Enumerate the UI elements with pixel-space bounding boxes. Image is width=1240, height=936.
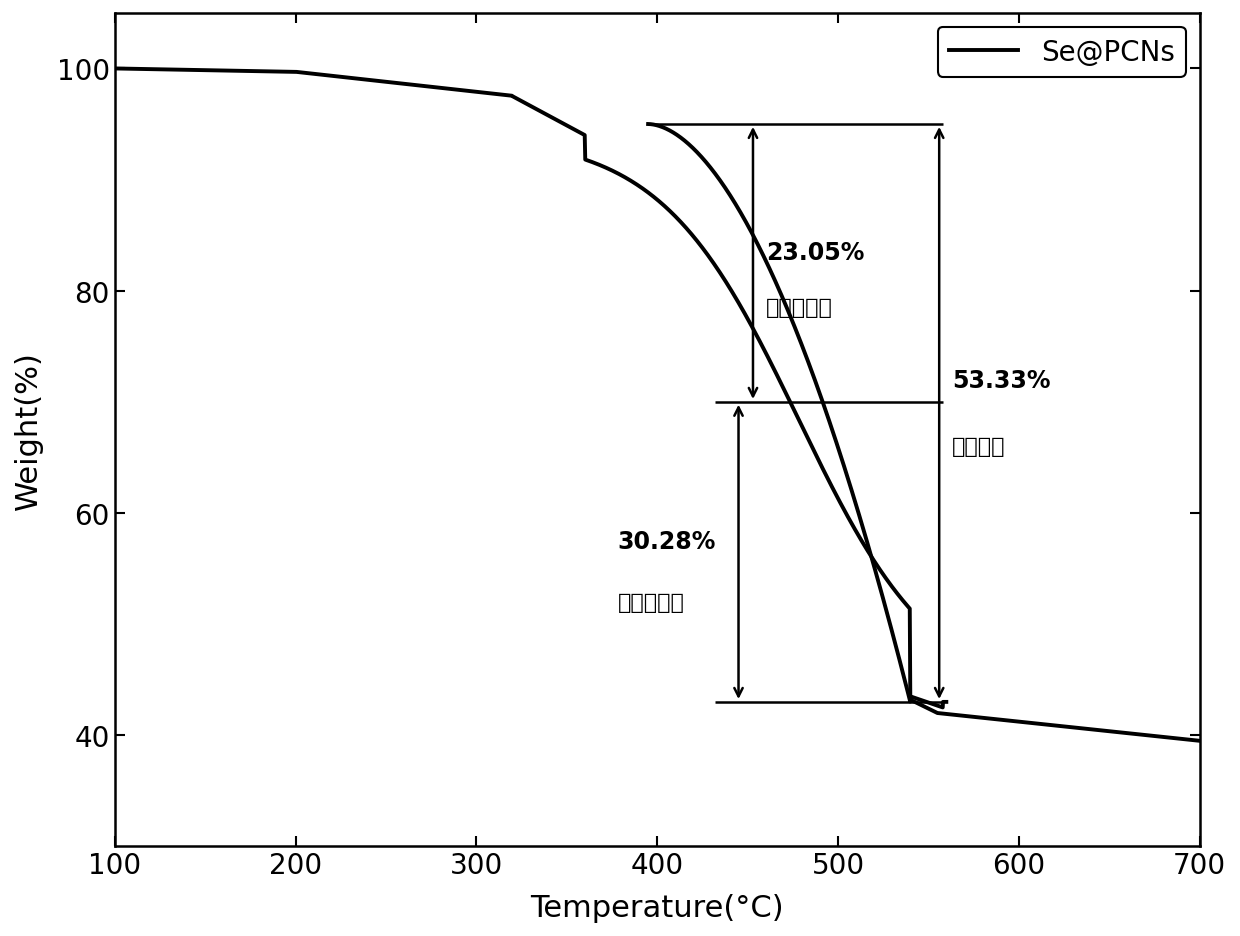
Text: 30.28%: 30.28% [618,529,715,553]
X-axis label: Temperature(°C): Temperature(°C) [531,893,784,922]
Text: 介孔含硒量: 介孔含硒量 [765,298,832,318]
Text: 总含硒量: 总含硒量 [952,437,1006,457]
Y-axis label: Weight(%): Weight(%) [14,351,43,509]
Text: 微孔含硒量: 微孔含硒量 [618,592,684,612]
Legend: Se@PCNs: Se@PCNs [937,28,1185,78]
Text: 53.33%: 53.33% [952,368,1050,392]
Text: 23.05%: 23.05% [765,241,864,265]
